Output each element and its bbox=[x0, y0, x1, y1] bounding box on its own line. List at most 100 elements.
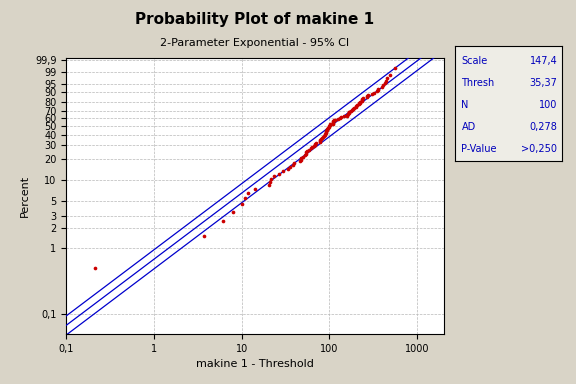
Point bbox=[348, 106, 358, 112]
Point bbox=[295, 158, 305, 164]
Point bbox=[373, 87, 382, 93]
Point bbox=[285, 164, 294, 170]
Point bbox=[289, 160, 298, 166]
Point bbox=[362, 94, 372, 100]
Point bbox=[321, 128, 331, 134]
Point bbox=[304, 147, 313, 153]
Point bbox=[354, 101, 363, 108]
Point bbox=[243, 190, 252, 197]
Text: P-Value: P-Value bbox=[461, 144, 497, 154]
Point bbox=[344, 109, 354, 116]
Point bbox=[199, 233, 209, 239]
Point bbox=[321, 130, 330, 136]
Point bbox=[323, 126, 332, 132]
Y-axis label: Percent: Percent bbox=[20, 175, 29, 217]
Point bbox=[357, 98, 366, 104]
Text: 2-Parameter Exponential - 95% CI: 2-Parameter Exponential - 95% CI bbox=[160, 38, 350, 48]
Point bbox=[330, 117, 339, 123]
Point bbox=[383, 75, 392, 81]
Point bbox=[266, 179, 275, 185]
Text: 35,37: 35,37 bbox=[529, 78, 558, 88]
Point bbox=[300, 152, 309, 158]
Point bbox=[310, 143, 319, 149]
Point bbox=[373, 85, 382, 91]
Point bbox=[241, 195, 250, 201]
Point bbox=[317, 134, 327, 141]
Point bbox=[379, 82, 388, 88]
Point bbox=[270, 173, 279, 179]
Text: Probability Plot of makine 1: Probability Plot of makine 1 bbox=[135, 12, 374, 26]
Point bbox=[343, 111, 353, 117]
Text: AD: AD bbox=[461, 122, 476, 132]
Point bbox=[328, 121, 338, 127]
Point bbox=[352, 102, 361, 108]
Point bbox=[310, 142, 320, 148]
Point bbox=[308, 144, 317, 150]
Point bbox=[278, 168, 287, 174]
Point bbox=[274, 170, 283, 177]
Point bbox=[355, 99, 365, 105]
Point bbox=[386, 71, 395, 78]
Point bbox=[323, 124, 332, 131]
Point bbox=[355, 101, 364, 107]
Point bbox=[319, 134, 328, 140]
Point bbox=[336, 114, 346, 120]
Point bbox=[302, 148, 312, 154]
Point bbox=[325, 122, 335, 128]
Point bbox=[328, 120, 338, 126]
Point bbox=[358, 96, 367, 102]
Point bbox=[367, 91, 377, 97]
Point bbox=[346, 108, 355, 114]
Point bbox=[355, 99, 365, 106]
Point bbox=[345, 109, 354, 115]
Point bbox=[321, 129, 331, 135]
Text: 100: 100 bbox=[539, 100, 558, 110]
Point bbox=[320, 132, 329, 138]
Point bbox=[267, 176, 276, 182]
Text: N: N bbox=[461, 100, 469, 110]
X-axis label: makine 1 - Threshold: makine 1 - Threshold bbox=[196, 359, 314, 369]
Point bbox=[237, 201, 247, 207]
Point bbox=[325, 123, 334, 129]
Point bbox=[381, 78, 391, 84]
Point bbox=[298, 154, 308, 160]
Point bbox=[316, 137, 325, 144]
Point bbox=[335, 115, 344, 121]
Point bbox=[310, 141, 320, 147]
Point bbox=[302, 149, 311, 156]
Point bbox=[316, 136, 325, 142]
Point bbox=[324, 124, 334, 130]
Text: Thresh: Thresh bbox=[461, 78, 495, 88]
Point bbox=[351, 103, 361, 109]
Point bbox=[297, 157, 306, 163]
Point bbox=[348, 107, 357, 113]
Point bbox=[334, 116, 343, 122]
Point bbox=[377, 84, 386, 90]
Point bbox=[297, 155, 306, 161]
Point bbox=[363, 93, 372, 99]
Point bbox=[323, 126, 332, 132]
Point bbox=[340, 113, 349, 119]
Point bbox=[369, 89, 378, 96]
Point bbox=[391, 65, 400, 71]
Point bbox=[380, 80, 389, 86]
Point bbox=[326, 121, 335, 127]
Point bbox=[312, 139, 321, 146]
Point bbox=[328, 118, 338, 124]
Point bbox=[357, 97, 366, 103]
Point bbox=[302, 151, 311, 157]
Point bbox=[351, 104, 360, 110]
Point bbox=[251, 186, 260, 192]
Point bbox=[348, 106, 358, 113]
Point bbox=[322, 127, 331, 133]
Point bbox=[342, 113, 351, 119]
Point bbox=[349, 104, 358, 111]
Point bbox=[218, 218, 228, 225]
Point bbox=[316, 139, 325, 145]
Point bbox=[320, 131, 329, 137]
Point bbox=[373, 88, 382, 94]
Point bbox=[317, 136, 326, 142]
Point bbox=[306, 145, 316, 151]
Point bbox=[320, 132, 329, 139]
Point bbox=[344, 110, 353, 116]
